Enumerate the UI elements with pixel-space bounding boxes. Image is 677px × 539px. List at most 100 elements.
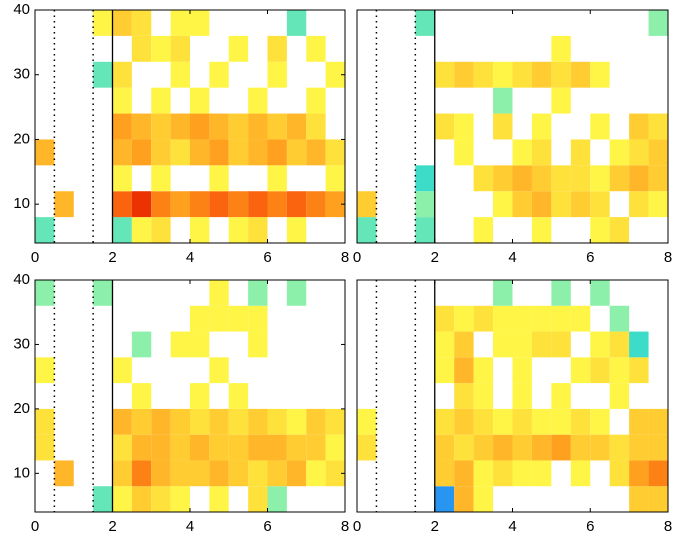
heat-cell xyxy=(570,165,591,192)
x-tick-label: 4 xyxy=(508,249,516,266)
heat-cell xyxy=(357,434,377,461)
heat-cell xyxy=(415,10,435,36)
heat-cell xyxy=(609,460,630,487)
heat-cell xyxy=(570,357,591,384)
heat-cell xyxy=(35,217,55,243)
heat-cell xyxy=(531,217,552,243)
heat-cell xyxy=(93,10,113,36)
heat-cell xyxy=(267,165,287,192)
heat-cell xyxy=(267,113,287,140)
heat-cell xyxy=(228,408,249,435)
heat-cell xyxy=(190,10,210,36)
heat-cell xyxy=(454,61,474,88)
heat-cell xyxy=(248,139,268,166)
heat-cell xyxy=(112,357,132,384)
heat-cell xyxy=(473,408,494,435)
heat-cell xyxy=(648,434,668,461)
heat-cell xyxy=(228,35,249,62)
heat-cell xyxy=(151,139,171,166)
heat-cell xyxy=(248,191,268,218)
heat-cell xyxy=(325,460,345,487)
heat-cell xyxy=(512,460,532,487)
heat-cell xyxy=(228,191,249,218)
heat-cell xyxy=(35,408,55,435)
x-tick-label: 0 xyxy=(353,518,361,535)
heat-cell xyxy=(609,305,630,332)
heat-cell xyxy=(590,217,610,243)
heat-cell xyxy=(286,113,307,140)
x-tick-label: 2 xyxy=(431,249,439,266)
heat-cell xyxy=(112,113,132,140)
heat-cell xyxy=(248,113,268,140)
heat-cell xyxy=(629,434,649,461)
heat-cell xyxy=(629,408,649,435)
heat-cell xyxy=(170,113,190,140)
y-tick-label: 40 xyxy=(13,271,30,288)
heat-cell xyxy=(209,191,229,218)
panel: 0 2 4 6 8 xyxy=(353,279,672,535)
heat-cell xyxy=(35,434,55,461)
heat-cell xyxy=(286,139,307,166)
heat-cell xyxy=(531,331,552,358)
heat-cell xyxy=(434,408,455,435)
x-tick-label: 8 xyxy=(341,518,349,535)
heat-cell xyxy=(306,35,326,62)
heat-cell xyxy=(473,460,494,487)
heat-cell xyxy=(325,434,345,461)
heat-cell xyxy=(170,434,190,461)
heat-cell xyxy=(267,61,287,88)
heat-cell xyxy=(209,139,229,166)
heat-cell xyxy=(248,331,268,358)
heat-cell xyxy=(454,139,474,166)
heat-cell xyxy=(170,486,190,512)
heat-cell xyxy=(190,87,210,114)
heat-cell xyxy=(151,460,171,487)
heat-cell xyxy=(551,331,571,358)
heat-cell xyxy=(493,191,513,218)
heat-cell xyxy=(357,191,377,218)
heat-cell xyxy=(248,408,268,435)
heat-cell xyxy=(35,139,55,166)
heat-cell xyxy=(454,113,474,140)
heat-cell xyxy=(590,434,610,461)
heat-cell xyxy=(493,331,513,358)
heat-cell xyxy=(190,434,210,461)
heat-cell xyxy=(590,113,610,140)
heat-cell xyxy=(531,460,552,487)
heat-cell xyxy=(609,165,630,192)
heat-cell xyxy=(112,87,132,114)
heat-cell xyxy=(267,35,287,62)
heat-cell xyxy=(512,357,532,384)
heat-cell xyxy=(248,280,268,306)
heat-cell xyxy=(473,217,494,243)
heat-cell xyxy=(454,460,474,487)
heat-cell xyxy=(306,408,326,435)
heat-cell xyxy=(629,139,649,166)
heat-cell xyxy=(151,113,171,140)
heat-cell xyxy=(112,61,132,88)
heat-cell xyxy=(151,87,171,114)
heat-cell xyxy=(609,383,630,409)
heat-cell xyxy=(434,305,455,332)
heat-cell xyxy=(512,383,532,409)
heat-cell xyxy=(434,61,455,88)
heat-cell xyxy=(151,217,171,243)
heat-cell xyxy=(454,305,474,332)
heat-cell xyxy=(531,305,552,332)
heat-cell xyxy=(551,434,571,461)
heat-cell xyxy=(609,357,630,384)
x-tick-label: 4 xyxy=(186,518,194,535)
heat-cell xyxy=(551,61,571,88)
heat-cell xyxy=(170,408,190,435)
heat-cell xyxy=(551,305,571,332)
heat-cell xyxy=(648,486,668,512)
heat-cell xyxy=(648,139,668,166)
x-tick-label: 0 xyxy=(31,518,39,535)
y-tick-label: 20 xyxy=(13,130,30,147)
x-tick-label: 4 xyxy=(186,249,194,266)
heat-cell xyxy=(512,191,532,218)
heat-cell xyxy=(609,331,630,358)
heat-cell xyxy=(267,408,287,435)
heat-cell xyxy=(112,408,132,435)
heat-cell xyxy=(551,87,571,114)
